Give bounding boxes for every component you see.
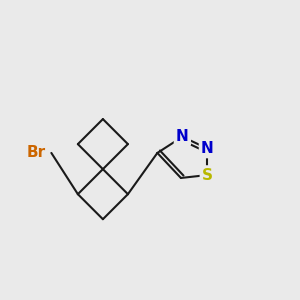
Text: N: N [201,141,214,156]
Text: S: S [202,167,213,182]
Text: Br: Br [27,146,46,160]
Text: N: N [176,129,189,144]
